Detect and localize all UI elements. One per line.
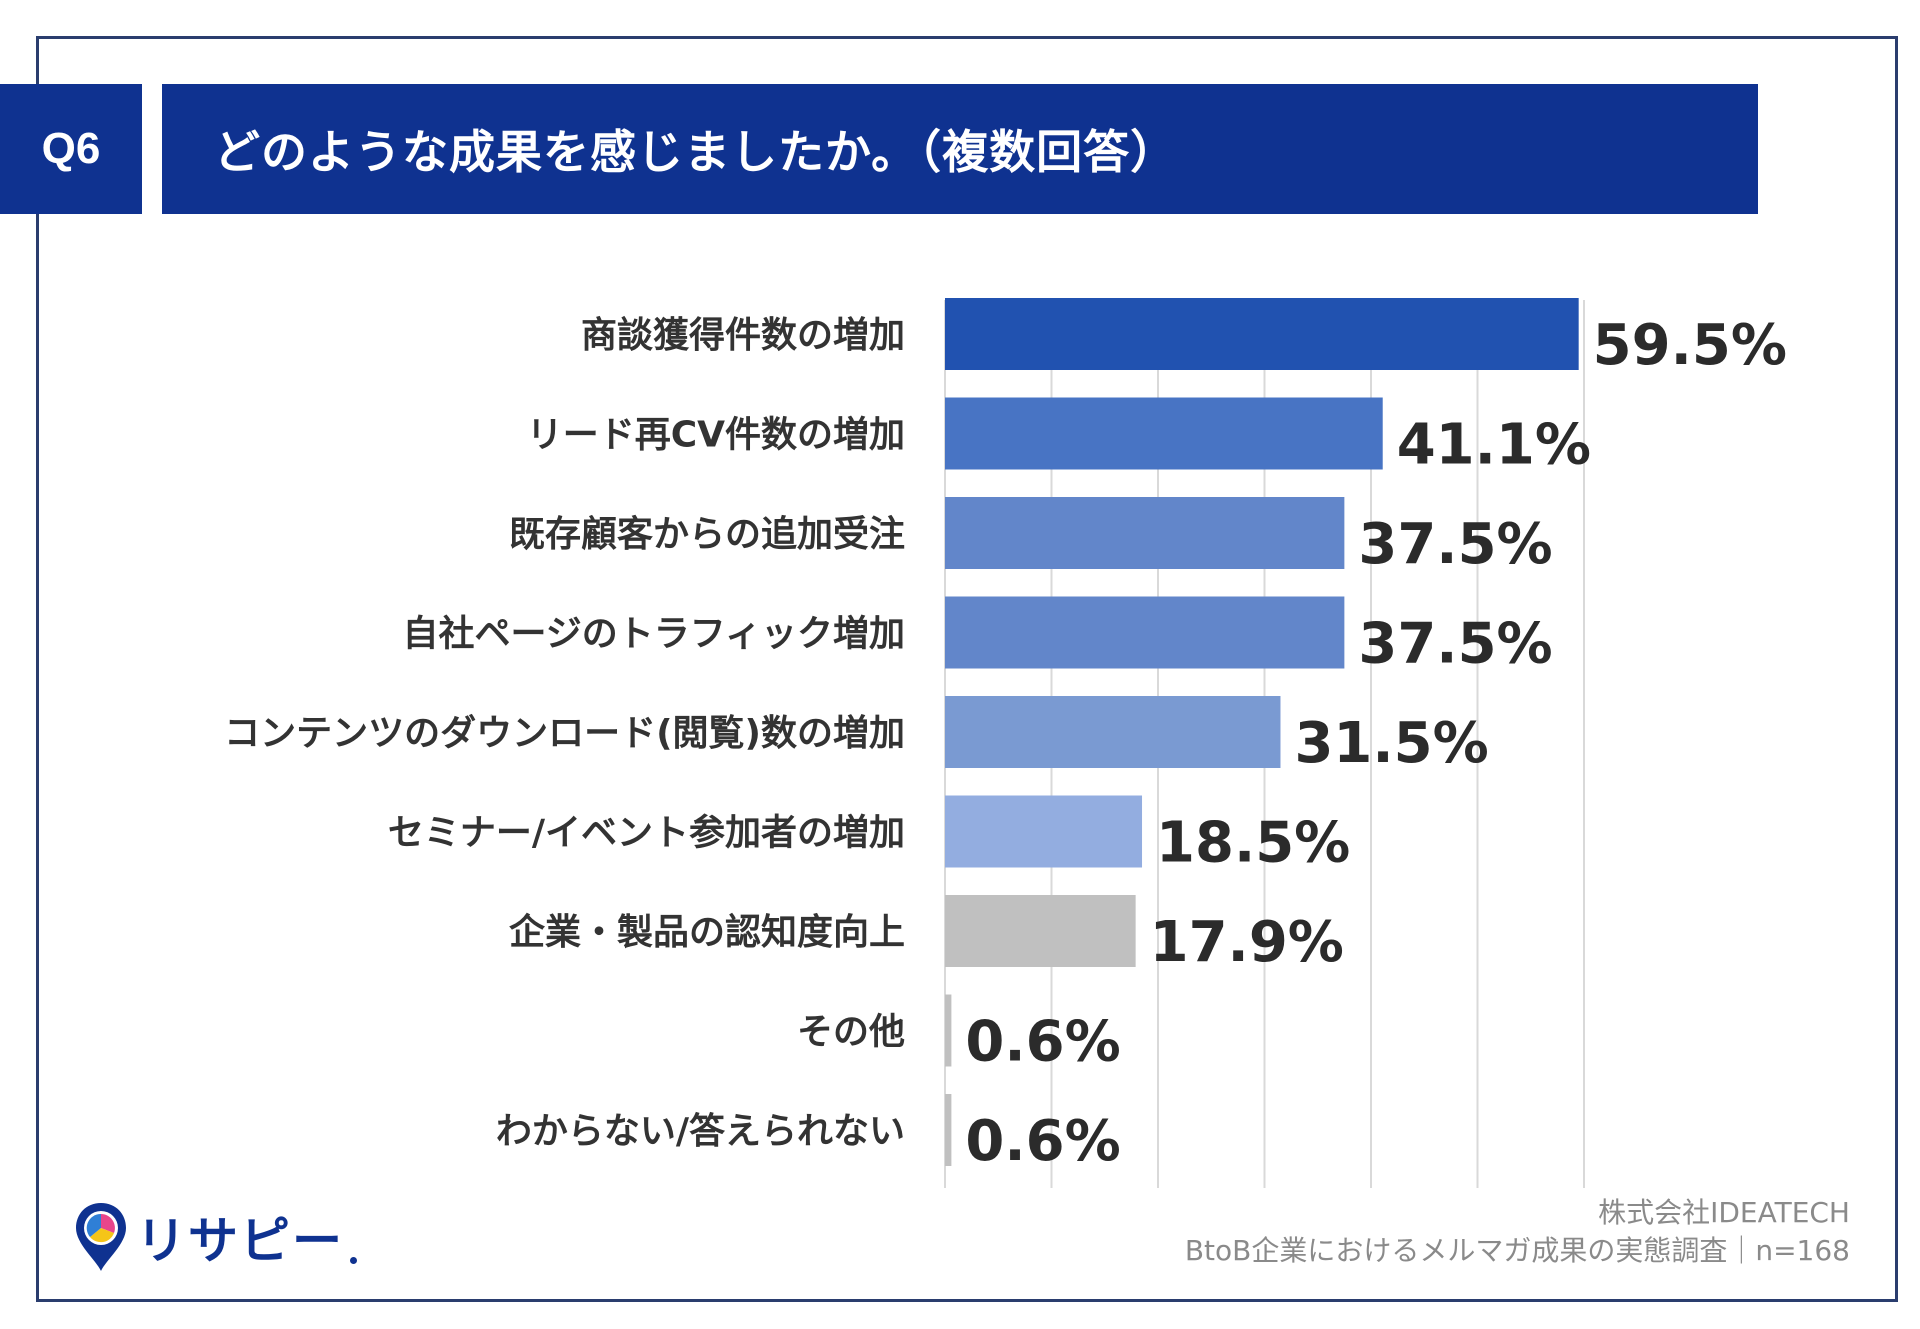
value-label-2: 41.1% (1397, 413, 1591, 478)
category-label-2: リード再CV件数の増加 (527, 415, 905, 456)
slide-frame (36, 36, 1898, 1302)
logo-dot (350, 1257, 357, 1264)
bar-5 (945, 696, 1281, 768)
bar-6 (945, 795, 1143, 868)
logo-text: リサピー (136, 1212, 344, 1270)
category-label-3: 既存顧客からの追加受注 (509, 514, 905, 555)
category-label-6: セミナー/イベント参加者の増加 (388, 813, 905, 854)
bar-2 (945, 397, 1383, 470)
value-label-1: 59.5% (1593, 313, 1787, 378)
risapi-logo: リサピー (72, 1200, 357, 1274)
category-label-7: 企業・製品の認知度向上 (509, 911, 905, 953)
category-label-9: わからない/答えられない (496, 1111, 905, 1152)
bar-3 (945, 497, 1345, 569)
question-title-text: どのような成果を感じましたか。（複数回答） (214, 125, 1178, 179)
value-label-9: 0.6% (965, 1109, 1120, 1174)
source-company: 株式会社IDEATECH (1598, 1196, 1850, 1229)
value-label-8: 0.6% (965, 1010, 1120, 1075)
chart-bars (945, 298, 1579, 1166)
bar-4 (945, 596, 1345, 669)
bar-9 (945, 1094, 952, 1166)
category-label-1: 商談獲得件数の増加 (581, 315, 905, 356)
value-label-3: 37.5% (1358, 512, 1552, 577)
question-title: どのような成果を感じましたか。（複数回答） (162, 84, 1758, 214)
category-label-8: その他 (797, 1012, 905, 1053)
value-label-6: 18.5% (1156, 811, 1350, 876)
question-badge: Q6 (0, 84, 142, 214)
map-pin-logo-icon (76, 1203, 126, 1271)
value-label-4: 37.5% (1358, 612, 1552, 677)
source-survey: BtoB企業におけるメルマガ成果の実態調査｜n=168 (1184, 1234, 1850, 1267)
value-label-5: 31.5% (1294, 711, 1488, 776)
category-label-5: コンテンツのダウンロード(閲覧)数の増加 (224, 713, 905, 754)
category-label-4: 自社ページのトラフィック増加 (402, 614, 905, 655)
source-note: 株式会社IDEATECH BtoB企業におけるメルマガ成果の実態調査｜n=168 (1185, 1194, 1850, 1270)
bar-7 (945, 895, 1136, 967)
bar-1 (945, 298, 1579, 370)
bar-8 (945, 994, 952, 1067)
chart-category-labels: 商談獲得件数の増加リード再CV件数の増加既存顧客からの追加受注自社ページのトラフ… (224, 315, 905, 1152)
chart-value-labels: 59.5%41.1% 37.5% 37.5% 31.5% 18.5% 17.9% 0.6% 0… (965, 313, 1787, 1174)
value-label-7: 17.9% (1150, 910, 1344, 975)
